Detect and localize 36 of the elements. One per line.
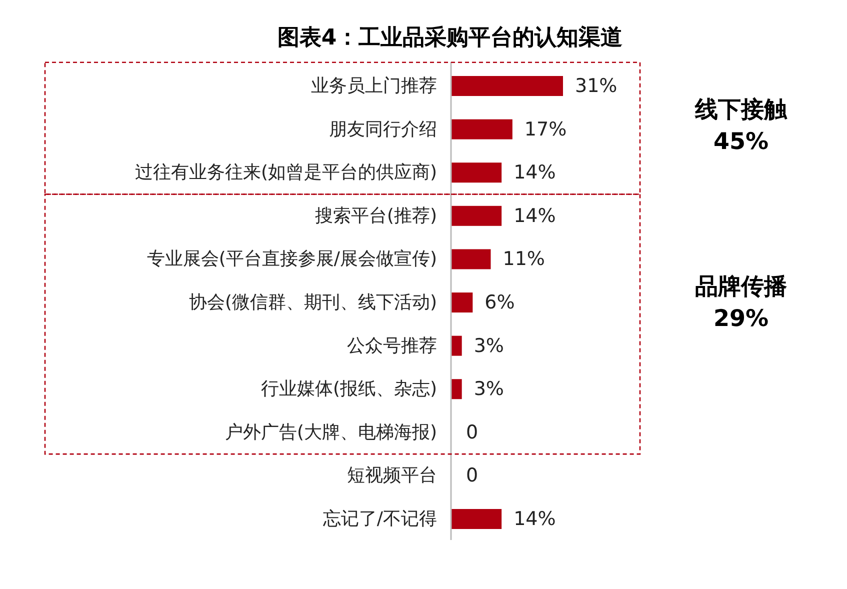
bar: [451, 206, 502, 226]
y-tick-label: 过往有业务往来(如曾是平台的供应商): [134, 162, 437, 184]
data-label: 31%: [575, 75, 618, 97]
bar: [451, 336, 462, 356]
y-tick-label: 公众号推荐: [347, 335, 437, 356]
chart-title: 图表4：工业品采购平台的认知渠道: [277, 26, 623, 50]
text: 29%: [713, 306, 769, 332]
y-tick-label: 专业展会(平台直接参展/展会做宣传): [146, 248, 437, 270]
y-tick-label: 行业媒体(报纸、杂志): [260, 378, 437, 400]
bar: [451, 119, 512, 140]
text: 线下接触: [694, 97, 788, 123]
bar: [451, 76, 563, 96]
y-tick-label: 户外广告(大牌、电梯海报): [224, 422, 437, 443]
data-label: 14%: [514, 508, 556, 530]
data-label: 0: [466, 421, 478, 444]
data-label: 14%: [514, 162, 556, 184]
bar: [451, 292, 473, 312]
y-tick-label: 朋友同行介绍: [329, 118, 437, 140]
data-label: 0: [466, 464, 478, 487]
bar: [451, 249, 491, 270]
text: 品牌传播: [695, 274, 787, 300]
y-tick-label: 短视频平台: [347, 465, 437, 486]
y-tick-label: 忘记了/不记得: [322, 508, 437, 530]
bar: [451, 162, 502, 183]
data-label: 11%: [502, 248, 545, 270]
bar: [451, 379, 462, 400]
data-label: 17%: [524, 118, 567, 140]
y-tick-label: 协会(微信群、期刊、线下活动): [188, 292, 437, 313]
data-label: 6%: [484, 292, 515, 314]
y-tick-label: 搜索平台(推荐): [314, 205, 437, 226]
data-label: 3%: [474, 334, 504, 357]
bar: [451, 509, 502, 529]
text: 45%: [713, 129, 769, 155]
data-label: 3%: [474, 378, 504, 400]
y-tick-label: 业务员上门推荐: [311, 76, 437, 96]
data-label: 14%: [514, 204, 556, 227]
